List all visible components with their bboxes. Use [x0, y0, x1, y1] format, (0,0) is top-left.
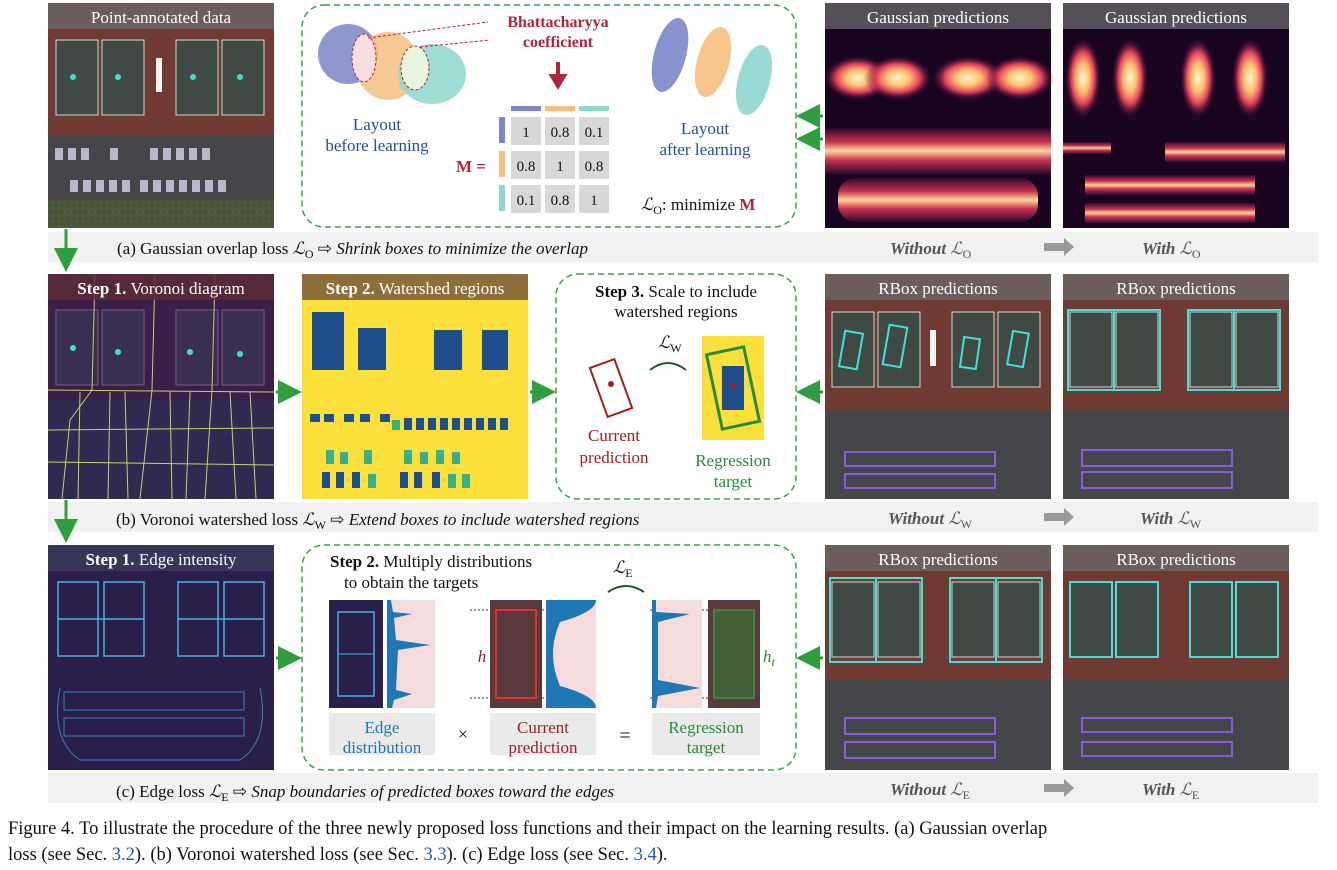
layout-before-line1: Layout: [353, 115, 401, 134]
figure-caption: Figure 4. To illustrate the procedure of…: [8, 816, 1333, 868]
matrix-cell: 0.1: [585, 125, 604, 141]
current-line1: Current: [588, 426, 640, 445]
loss-e-symbol: ℒE: [613, 558, 633, 580]
step2-line2: to obtain the targets: [344, 573, 478, 592]
row-c-compare-arrow-icon: [1044, 779, 1074, 797]
rbox-without-e-image: [825, 545, 1051, 770]
regression-c-line2: target: [687, 738, 726, 757]
minimize-label: ℒO: minimize M: [641, 195, 755, 217]
regression-line2: target: [714, 472, 753, 491]
row-b-without-label: Without ℒW: [888, 509, 973, 531]
rbox-with-e-image: [1063, 545, 1289, 770]
gaussian-without-image: [824, 3, 1054, 228]
rbox-without-w-image: [825, 274, 1051, 499]
times-symbol: ×: [458, 724, 468, 744]
matrix-cell: 1: [590, 193, 598, 209]
matrix-cell: 0.8: [517, 159, 536, 175]
matrix-cell: 0.8: [551, 125, 570, 141]
overlap-matrix: [499, 106, 609, 213]
row-b-compare-arrow-icon: [1044, 508, 1074, 526]
current-c-line1: Current: [517, 718, 569, 737]
ellipses-before-learning: [318, 21, 491, 104]
voronoi-title: Step 1. Voronoi diagram: [77, 279, 245, 298]
matrix-cell: 1: [522, 125, 530, 141]
row-b-caption: (b) Voronoi watershed loss ℒW ⇨ Extend b…: [116, 510, 640, 532]
section-ref-link[interactable]: 3.4: [633, 845, 657, 865]
layout-before-line2: before learning: [325, 136, 429, 155]
matrix-cell: 1: [556, 159, 564, 175]
swap-arrow-icon: [649, 362, 687, 371]
bhattacharyya-line1: Bhattacharyya: [507, 14, 608, 31]
edge-intensity-image: [48, 545, 274, 770]
loss-w-symbol: ℒW: [658, 333, 682, 355]
row-a-caption-band: [48, 232, 1318, 262]
edge-intensity-title: Step 1. Edge intensity: [85, 550, 237, 569]
gaussian-with-image: [1063, 3, 1289, 228]
watershed-title: Step 2. Watershed regions: [326, 279, 505, 298]
step2-line1: Step 2. Multiply distributions: [330, 552, 532, 571]
matrix-cell: 0.8: [551, 193, 570, 209]
section-ref-link[interactable]: 3.2: [111, 845, 135, 865]
watershed-image: [302, 274, 528, 499]
current-c-line2: prediction: [509, 738, 578, 757]
row-b-with-label: With ℒW: [1140, 509, 1202, 531]
step3-line1: Step 3. Scale to include: [595, 282, 757, 301]
gaussian-with-title: Gaussian predictions: [1105, 8, 1247, 27]
caption-text: loss (see Sec.: [8, 845, 112, 865]
row-c-caption: (c) Edge loss ℒE ⇨ Snap boundaries of pr…: [116, 782, 615, 804]
row-a-compare-arrow-icon: [1044, 238, 1074, 256]
edge-dist-line1: Edge: [365, 718, 400, 737]
regression-target-plot: [650, 600, 762, 755]
bhattacharyya-arrow-icon: [548, 62, 568, 90]
edge-dist-line2: distribution: [343, 738, 422, 757]
matrix-cell: 0.1: [517, 193, 536, 209]
matrix-label: M =: [456, 157, 486, 176]
regression-c-line1: Regression: [668, 718, 744, 737]
rbox-with-w-image: [1063, 274, 1289, 499]
row-c-with-label: With ℒE: [1142, 780, 1199, 802]
equals-symbol: =: [619, 725, 630, 747]
rbox-with-e-title: RBox predictions: [1116, 550, 1235, 569]
step3-line2: watershed regions: [614, 302, 737, 321]
row-c-without-label: Without ℒE: [890, 780, 970, 802]
row-a-with-label: With ℒO: [1142, 239, 1201, 261]
row-a-without-label: Without ℒO: [890, 239, 972, 261]
gaussian-without-title: Gaussian predictions: [867, 8, 1009, 27]
regression-line1: Regression: [695, 451, 771, 470]
edge-distribution-plot: [329, 600, 435, 755]
current-prediction-plot: [470, 600, 596, 755]
row-b-caption-band: [48, 502, 1318, 532]
ht-label: ht: [763, 647, 776, 669]
ellipses-after-learning: [651, 18, 773, 116]
current-prediction-box: [588, 357, 634, 419]
h-label: h: [478, 647, 487, 666]
rbox-with-w-title: RBox predictions: [1116, 279, 1235, 298]
point-annotated-title: Point-annotated data: [91, 8, 232, 27]
bhattacharyya-line2: coefficient: [523, 34, 594, 51]
voronoi-image: [47, 273, 275, 500]
figure-caption-line2: loss (see Sec. 3.2). (b) Voronoi watersh…: [8, 842, 1333, 868]
row-c-caption-band: [48, 773, 1318, 803]
point-annotated-image: [48, 3, 274, 228]
regression-target-box: [702, 336, 764, 440]
current-line2: prediction: [580, 448, 649, 467]
caption-text: ).: [656, 845, 668, 865]
row-a-caption: (a) Gaussian overlap loss ℒO ⇨ Shrink bo…: [117, 239, 588, 261]
layout-after-line2: after learning: [659, 140, 751, 159]
figure-caption-line1: Figure 4. To illustrate the procedure of…: [8, 819, 1048, 839]
rbox-without-w-title: RBox predictions: [878, 279, 997, 298]
matrix-cell: 0.8: [585, 159, 604, 175]
swap-arrow-icon: [607, 585, 645, 593]
layout-after-line1: Layout: [681, 119, 729, 138]
rbox-without-e-title: RBox predictions: [878, 550, 997, 569]
section-ref-link[interactable]: 3.3: [423, 845, 447, 865]
caption-text: ). (b) Voronoi watershed loss (see Sec.: [134, 845, 424, 865]
caption-text: ). (c) Edge loss (see Sec.: [446, 845, 634, 865]
